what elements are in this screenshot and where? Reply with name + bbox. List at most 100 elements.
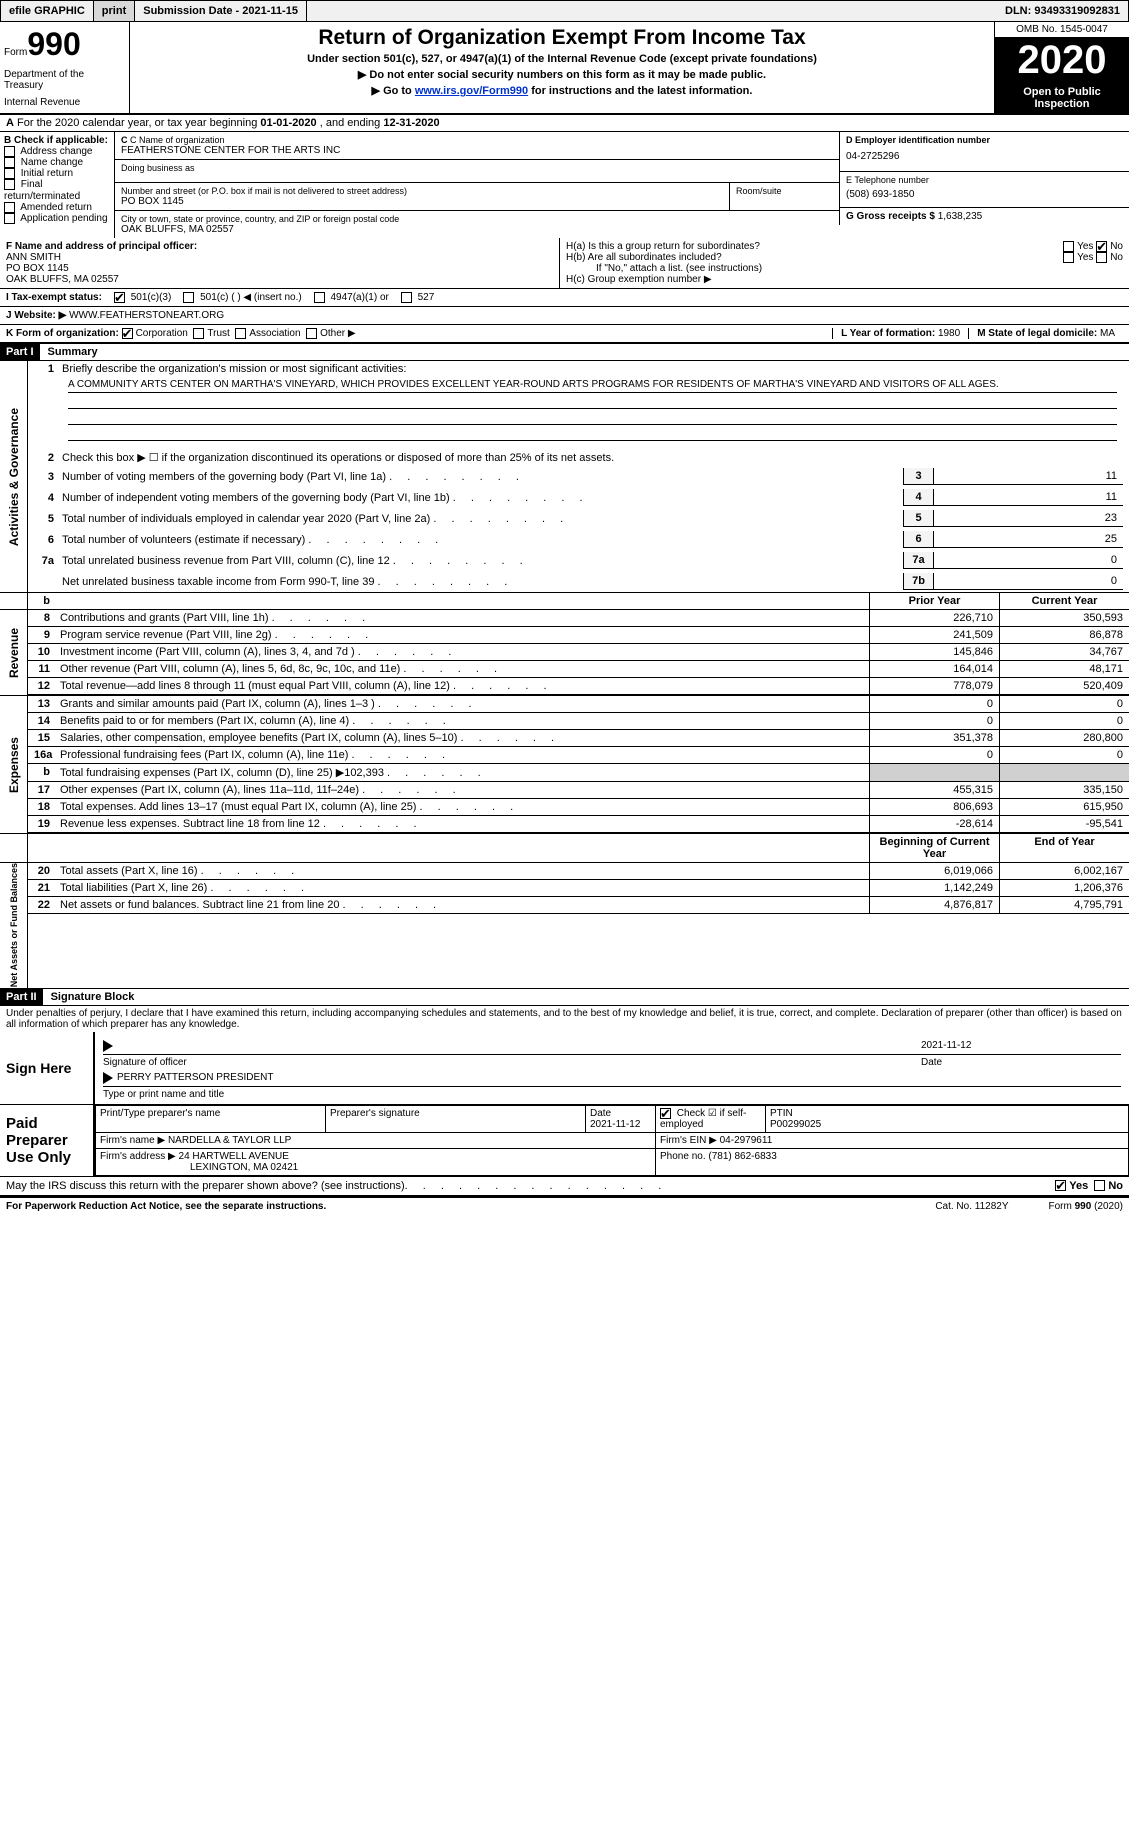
row-i: I Tax-exempt status: 501(c)(3) 501(c) ( … xyxy=(0,289,1129,307)
527-checkbox[interactable] xyxy=(401,292,412,303)
ha-no-checkbox[interactable] xyxy=(1096,241,1107,252)
row-j: J Website: ▶ WWW.FEATHERSTONEART.ORG xyxy=(0,307,1129,325)
officer-addr1: PO BOX 1145 xyxy=(6,263,69,274)
footer: For Paperwork Reduction Act Notice, see … xyxy=(0,1197,1129,1215)
table-row: 13Grants and similar amounts paid (Part … xyxy=(28,696,1129,713)
discuss-yes-checkbox[interactable] xyxy=(1055,1180,1066,1191)
website: WWW.FEATHERSTONEART.ORG xyxy=(66,310,224,321)
b-checkbox[interactable] xyxy=(4,213,15,224)
discuss-row: May the IRS discuss this return with the… xyxy=(0,1177,1129,1197)
top-bar: efile GRAPHIC print Submission Date - 20… xyxy=(0,0,1129,22)
table-row: 15Salaries, other compensation, employee… xyxy=(28,730,1129,747)
table-row: 8Contributions and grants (Part VIII, li… xyxy=(28,610,1129,627)
table-row: 10Investment income (Part VIII, column (… xyxy=(28,644,1129,661)
prep-date: 2021-11-12 xyxy=(590,1119,640,1130)
summary-row: Net unrelated business taxable income fr… xyxy=(28,571,1129,592)
preparer-table: Print/Type preparer's name Preparer's si… xyxy=(95,1105,1129,1176)
officer-typed-name: PERRY PATTERSON PRESIDENT xyxy=(117,1072,274,1084)
sign-here-block: Sign Here 2021-11-12 Signature of office… xyxy=(0,1032,1129,1105)
netassets-tab: Net Assets or Fund Balances xyxy=(9,863,19,987)
self-employed: Check ☑ if self-employed xyxy=(656,1105,766,1132)
form-label: Form xyxy=(4,47,27,58)
table-row: 17Other expenses (Part IX, column (A), l… xyxy=(28,782,1129,799)
other-checkbox[interactable] xyxy=(306,328,317,339)
activities-governance-section: Activities & Governance 1Briefly describ… xyxy=(0,361,1129,593)
end-year-header: End of Year xyxy=(999,834,1129,862)
dept-irs: Internal Revenue xyxy=(4,97,125,108)
ha-yes-checkbox[interactable] xyxy=(1063,241,1074,252)
l2-text: Check this box ▶ ☐ if the organization d… xyxy=(62,451,1123,464)
officer-type-label: Type or print name and title xyxy=(103,1089,1121,1100)
h-note: If "No," attach a list. (see instruction… xyxy=(566,263,1123,274)
l1-label: Briefly describe the organization's miss… xyxy=(62,363,1123,375)
self-emp-checkbox[interactable] xyxy=(660,1108,671,1119)
assoc-checkbox[interactable] xyxy=(235,328,246,339)
pra-notice: For Paperwork Reduction Act Notice, see … xyxy=(6,1201,326,1212)
b-checkbox[interactable] xyxy=(4,146,15,157)
e-label: E Telephone number xyxy=(846,175,1123,185)
table-row: 16aProfessional fundraising fees (Part I… xyxy=(28,747,1129,764)
domicile-state: MA xyxy=(1100,328,1115,339)
prep-name-label: Print/Type preparer's name xyxy=(96,1105,326,1132)
room-label: Room/suite xyxy=(736,186,833,196)
addr-label: Number and street (or P.O. box if mail i… xyxy=(121,186,723,196)
table-row: 21Total liabilities (Part X, line 26) . … xyxy=(28,880,1129,897)
firm-phone: (781) 862-6833 xyxy=(708,1151,776,1162)
dba-label: Doing business as xyxy=(121,163,833,173)
b-checkbox[interactable] xyxy=(4,202,15,213)
table-row: 19Revenue less expenses. Subtract line 1… xyxy=(28,816,1129,833)
tax-year: 2020 xyxy=(995,38,1129,83)
ptin: P00299025 xyxy=(770,1119,821,1130)
expenses-tab: Expenses xyxy=(7,737,21,793)
trust-checkbox[interactable] xyxy=(193,328,204,339)
table-row: 22Net assets or fund balances. Subtract … xyxy=(28,897,1129,914)
summary-row: 5Total number of individuals employed in… xyxy=(28,508,1129,529)
expenses-section: Expenses 13Grants and similar amounts pa… xyxy=(0,696,1129,834)
netassets-section: Net Assets or Fund Balances 20Total asse… xyxy=(0,863,1129,988)
form990-link[interactable]: www.irs.gov/Form990 xyxy=(415,85,528,97)
warn-goto: ▶ Go to www.irs.gov/Form990 for instruct… xyxy=(142,84,982,97)
mission-blank xyxy=(68,427,1117,441)
mission-blank xyxy=(68,411,1117,425)
summary-row: 3Number of voting members of the governi… xyxy=(28,466,1129,487)
hc-label: H(c) Group exemption number ▶ xyxy=(566,274,1123,285)
corp-checkbox[interactable] xyxy=(122,328,133,339)
hb-no-checkbox[interactable] xyxy=(1096,252,1107,263)
b-checkbox[interactable] xyxy=(4,157,15,168)
ha-label: H(a) Is this a group return for subordin… xyxy=(566,241,760,252)
org-city: OAK BLUFFS, MA 02557 xyxy=(121,224,833,235)
4947-checkbox[interactable] xyxy=(314,292,325,303)
prep-sig-label: Preparer's signature xyxy=(326,1105,586,1132)
501c3-checkbox[interactable] xyxy=(114,292,125,303)
c-label: C C Name of organization xyxy=(121,135,833,145)
print-button[interactable]: print xyxy=(94,1,135,21)
table-row: 11Other revenue (Part VIII, column (A), … xyxy=(28,661,1129,678)
form-number: 990 xyxy=(27,26,80,62)
discuss-no-checkbox[interactable] xyxy=(1094,1180,1105,1191)
city-label: City or town, state or province, country… xyxy=(121,214,833,224)
summary-row: 4Number of independent voting members of… xyxy=(28,487,1129,508)
omb-number: OMB No. 1545-0047 xyxy=(995,22,1129,38)
firm-ein: 04-2979611 xyxy=(720,1135,773,1146)
netassets-header: Beginning of Current Year End of Year xyxy=(0,834,1129,863)
perjury-declaration: Under penalties of perjury, I declare th… xyxy=(0,1006,1129,1032)
table-row: 18Total expenses. Add lines 13–17 (must … xyxy=(28,799,1129,816)
form-header: Form990 Department of the Treasury Inter… xyxy=(0,22,1129,115)
501c-checkbox[interactable] xyxy=(183,292,194,303)
f-label: F Name and address of principal officer: xyxy=(6,241,197,252)
part2-header: Part IISignature Block xyxy=(0,989,1129,1006)
row-k: K Form of organization: Corporation Trus… xyxy=(0,325,1129,344)
revenue-tab: Revenue xyxy=(7,628,21,678)
b-checkbox[interactable] xyxy=(4,168,15,179)
sig-date: 2021-11-12 xyxy=(921,1040,1121,1052)
begin-year-header: Beginning of Current Year xyxy=(869,834,999,862)
hb-yes-checkbox[interactable] xyxy=(1063,252,1074,263)
block-b-through-g: B Check if applicable: Address change Na… xyxy=(0,132,1129,238)
table-row: 9Program service revenue (Part VIII, lin… xyxy=(28,627,1129,644)
paid-preparer-label: Paid Preparer Use Only xyxy=(0,1105,95,1176)
org-name: FEATHERSTONE CENTER FOR THE ARTS INC xyxy=(121,145,833,156)
year-formation: 1980 xyxy=(938,328,960,339)
part1-header: Part ISummary xyxy=(0,344,1129,361)
b-checkbox[interactable] xyxy=(4,179,15,190)
mission-blank xyxy=(68,395,1117,409)
